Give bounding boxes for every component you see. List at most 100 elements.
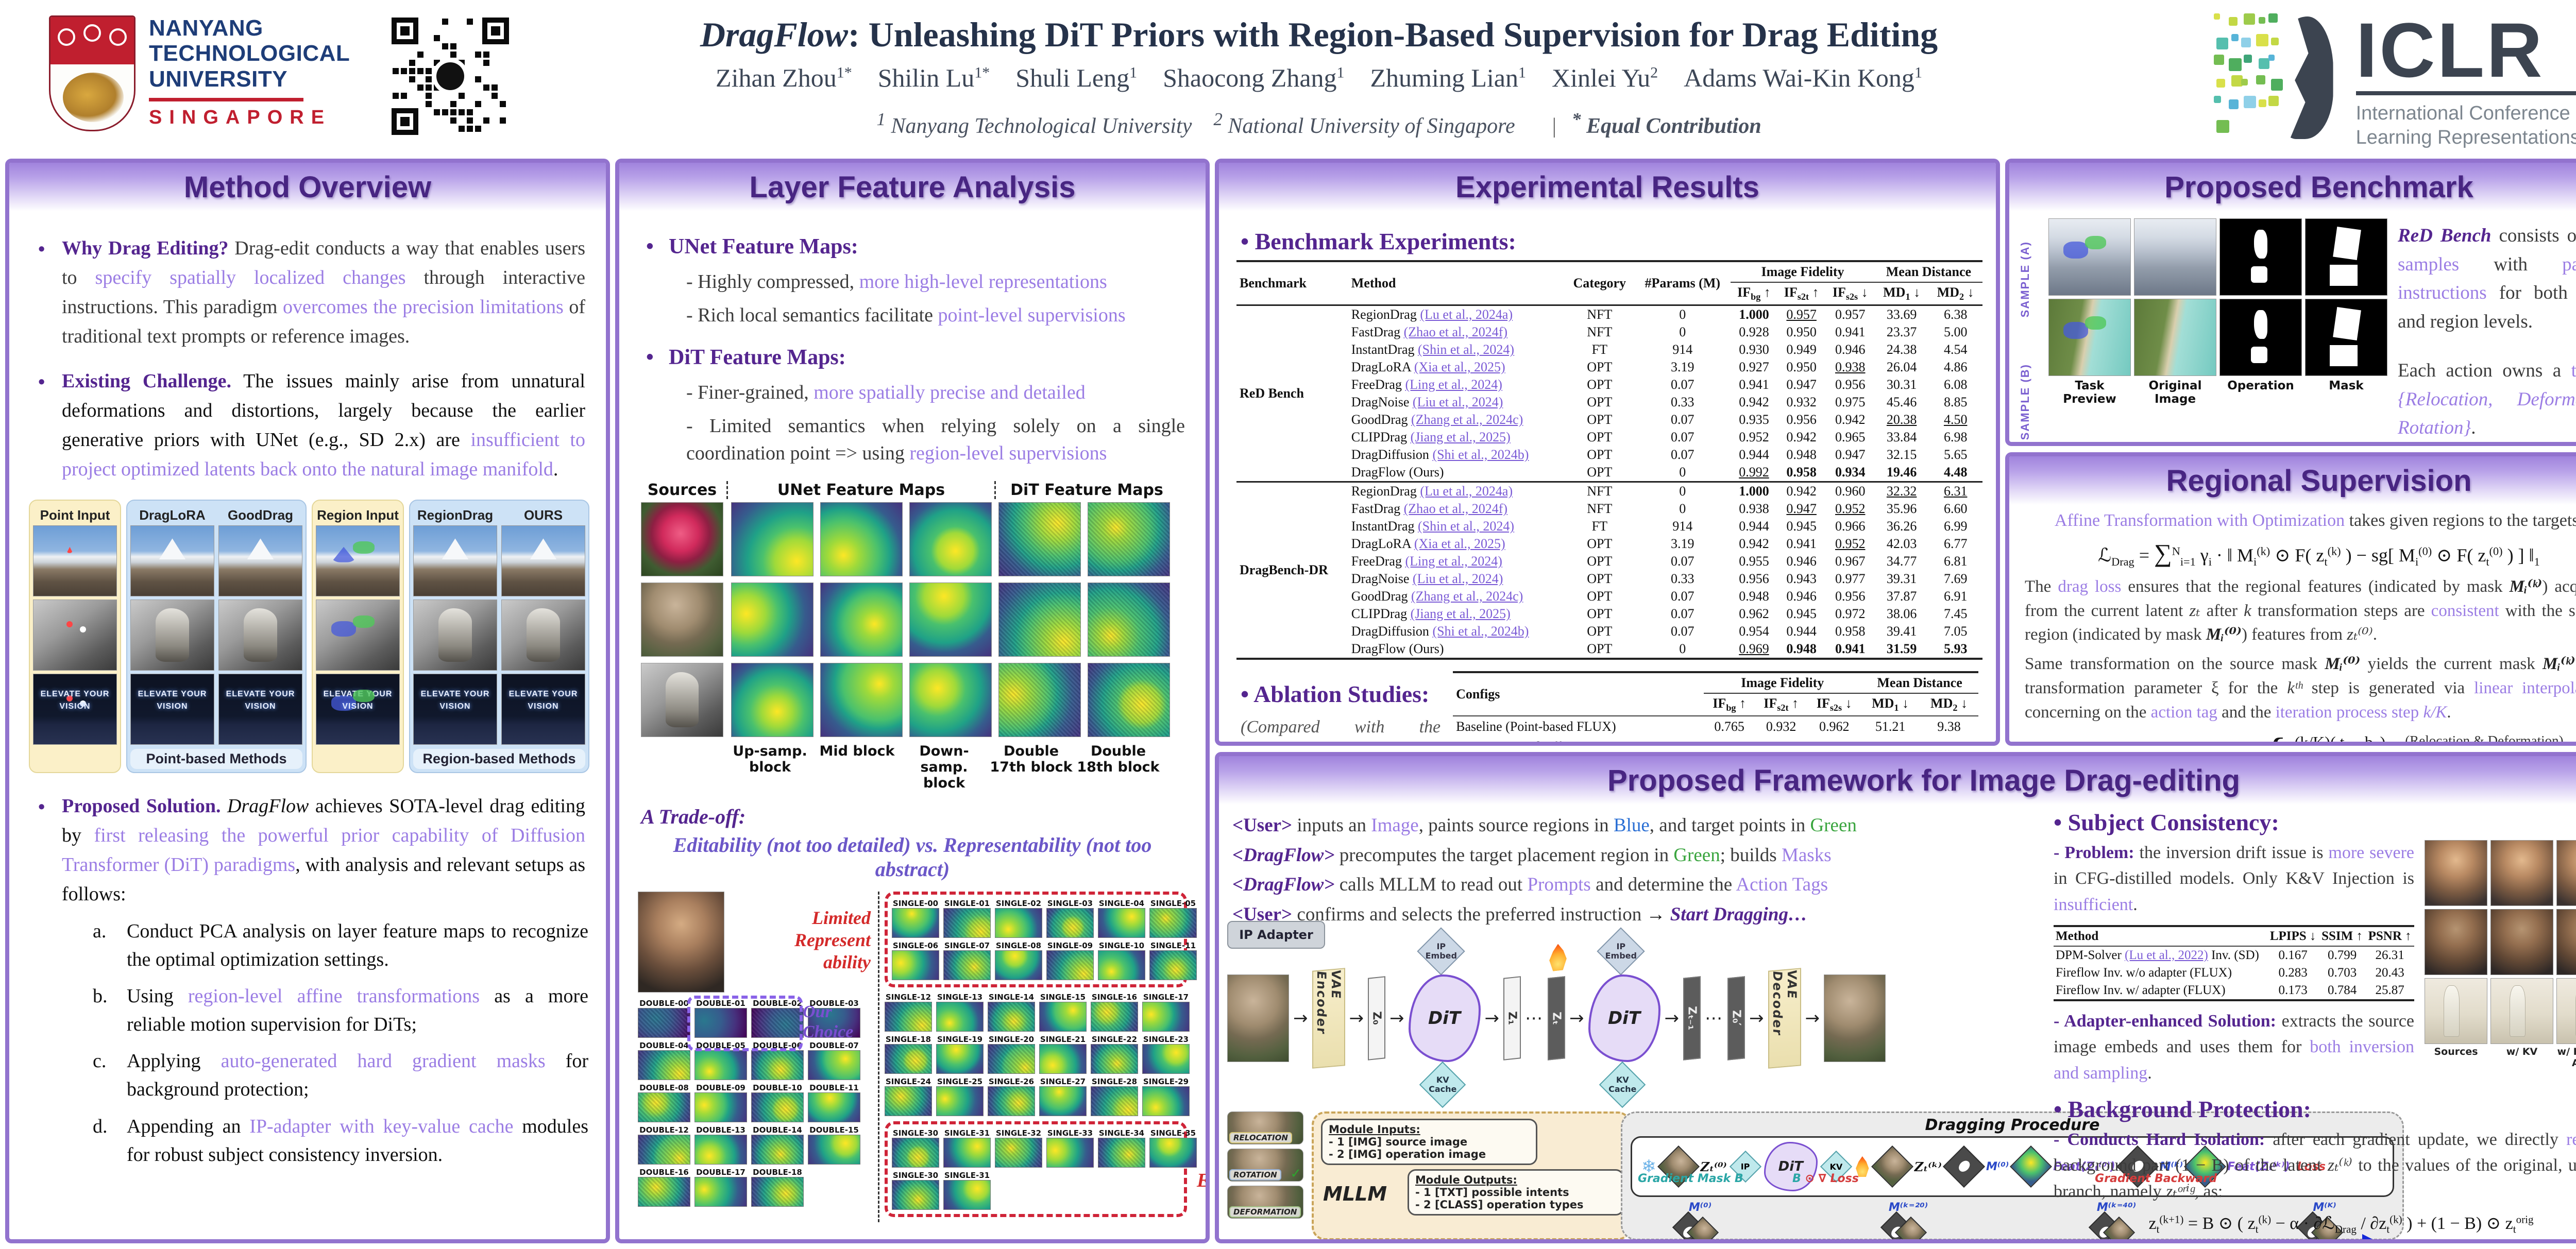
- citation-link[interactable]: (Jiang et al., 2025): [1410, 430, 1511, 445]
- config-name: + Region-Level Affine Supervision: [1453, 737, 1704, 742]
- metric-value: 0.952: [1835, 501, 1866, 517]
- thead: Method LPIPS ↓ SSIM ↑ PSNR ↑: [2054, 926, 2414, 946]
- tl: SINGLE-35: [1150, 1128, 1196, 1138]
- citation-link[interactable]: (Lu et al., 2024a): [1420, 484, 1513, 499]
- citation-link[interactable]: (Xia et al., 2025): [1414, 360, 1505, 375]
- text-run: →: [1641, 903, 1670, 925]
- source-image: [641, 662, 723, 737]
- citation-link[interactable]: (Liu et al., 2024): [1412, 571, 1503, 587]
- zlab: Zₜ⁽⁰⁾: [1700, 1159, 1727, 1174]
- metric-value: 7.45: [1943, 606, 1968, 622]
- td: FreeDrag (Ling et al., 2024): [1348, 376, 1565, 393]
- text-run: of traditional text prompts or reference…: [62, 296, 585, 347]
- tl: DOUBLE-09: [696, 1083, 745, 1092]
- table-row: FreeDrag (Ling et al., 2024) OPT 0.07 0.941…: [1236, 376, 1982, 393]
- iclr-face-icon: [2213, 13, 2337, 142]
- author-name: Adams Wai-Kin Kong: [1684, 63, 1914, 92]
- pair: [1662, 1211, 1739, 1239]
- unet-feature-maps: UNet Feature Maps: - Highly compressed, …: [640, 232, 1185, 329]
- sup: 1*: [974, 64, 990, 81]
- div: Using region-level affine transformation…: [127, 982, 588, 1039]
- text-run: parallel instructions: [2398, 253, 2576, 304]
- text-run: first releasing the powerful prior capab…: [62, 825, 585, 876]
- td: FreeDrag (Ling et al., 2024): [1348, 553, 1565, 570]
- gh-line: Mean Distance: [1874, 261, 1982, 283]
- block-feature-tile: SINGLE-05: [1149, 899, 1197, 938]
- mask-image: [2305, 299, 2387, 376]
- text-run: ensures that the regional features (indi…: [2121, 577, 2510, 596]
- cell: [475, 101, 481, 107]
- latent-z0: Z₀: [1368, 976, 1385, 1060]
- metric-value: 0.799: [2327, 948, 2357, 962]
- metric-value: 0.947: [1786, 501, 1817, 517]
- mllm-module: Module Inputs: - 1 [IMG] source image - …: [1312, 1111, 1631, 1239]
- num: 0: [1679, 465, 1686, 480]
- text-run: Mᵢ⁽⁰⁾: [2206, 625, 2242, 644]
- t1: A Trade-off:: [641, 805, 746, 828]
- text-run: Conduct PCA analysis on layer feature ma…: [127, 920, 588, 971]
- metric-value: 5.88: [1920, 737, 1978, 742]
- span: IP Embed: [1604, 942, 1637, 961]
- span: KV: [1829, 1161, 1843, 1172]
- fm-heads: Sources UNet Feature Maps DiT Feature Maps: [638, 481, 1187, 499]
- td: DragFlow (Ours): [1348, 464, 1565, 482]
- metric-value: 0.958: [1786, 465, 1817, 480]
- tl: SINGLE-34: [1098, 1128, 1145, 1138]
- div: - 2 [CLASS] operation types: [1415, 1199, 1584, 1211]
- citation-link[interactable]: (Zhang et al., 2024c): [1411, 589, 1523, 604]
- table-row: Fireflow Inv. w/ adapter (FLUX) 0.173 0.78…: [2054, 982, 2414, 1000]
- logo-pixel: [2216, 38, 2228, 49]
- subitem: - Rich local semantics facilitate point-…: [669, 302, 1185, 329]
- cell: [467, 19, 473, 25]
- citation-link[interactable]: (Ling et al., 2024): [1405, 554, 1502, 569]
- citation-link[interactable]: (Shin et al., 2024): [1418, 519, 1515, 534]
- citation-link[interactable]: (Zhang et al., 2024c): [1411, 412, 1523, 427]
- citation-link[interactable]: (Shi et al., 2024b): [1432, 624, 1529, 639]
- num: OPT: [1587, 430, 1613, 445]
- num: OPT: [1587, 624, 1613, 639]
- table-row: Baseline (Point-based FLUX) 0.765 0.932 0.9…: [1453, 716, 1978, 737]
- citation-link[interactable]: (Zhao et al., 2024f): [1403, 324, 1508, 340]
- text-run: ) features from: [2241, 625, 2347, 644]
- metric-value: 0.283: [2278, 965, 2308, 980]
- cell: [409, 68, 415, 74]
- proposed-solution: Proposed Solution. DragFlow achieves SOT…: [30, 792, 585, 909]
- logo-pixel: [2241, 79, 2248, 85]
- td: CLIPDrag (Jiang et al., 2025): [1348, 429, 1565, 446]
- citation-link[interactable]: (Ling et al., 2024): [1405, 377, 1502, 392]
- metric-value: 1.000: [1731, 304, 1777, 324]
- num: PSNR ↑: [2368, 929, 2412, 943]
- cell: [426, 76, 432, 82]
- b2: ⊙ ∇ Loss: [1801, 1172, 1859, 1185]
- citation-link[interactable]: (Liu et al., 2024): [1412, 395, 1503, 410]
- num: NFT: [1565, 481, 1635, 501]
- text-run[interactable]: (Lu et al., 2022): [2125, 948, 2208, 962]
- mcol: Fireflow Inv. w/ adapter (FLUX): [2054, 982, 2267, 1000]
- citation-link[interactable]: (Zhao et al., 2024f): [1403, 501, 1508, 517]
- citation-link[interactable]: (Shin et al., 2024): [1418, 342, 1515, 357]
- block-feature-tile: SINGLE-33: [1046, 1128, 1094, 1168]
- block-feature-tile: SINGLE-24: [885, 1077, 932, 1116]
- feature-map-tile: [909, 662, 992, 737]
- dline: <User> confirms and selects the preferre…: [1232, 901, 2030, 929]
- cell: [500, 101, 506, 107]
- citation-link[interactable]: (Jiang et al., 2025): [1410, 606, 1511, 622]
- ip-adapter-box: IP Adapter: [1227, 921, 1325, 949]
- citation-link[interactable]: (Lu et al., 2024a): [1420, 307, 1513, 322]
- block-feature-tile: SINGLE-27: [1039, 1077, 1087, 1116]
- citation-link[interactable]: (Shi et al., 2024b): [1432, 447, 1529, 463]
- method-column-header: RegionDrag: [417, 507, 494, 523]
- citation-link[interactable]: (Xia et al., 2025): [1414, 536, 1505, 552]
- cell: [450, 117, 456, 124]
- text-run: i: [2415, 555, 2419, 568]
- phead: Proposed Framework for Image Drag-editin…: [1219, 756, 2576, 805]
- tl: SINGLE-26: [988, 1076, 1035, 1086]
- mountain-thumbnail: [501, 525, 585, 596]
- table-row: InstantDrag (Shin et al., 2024) FT 914 0.94…: [1236, 518, 1982, 535]
- text-run: with: [2459, 253, 2563, 275]
- sup: 1: [1914, 64, 1922, 81]
- table-row: DragDiffusion (Shi et al., 2024b) OPT 0.07…: [1236, 446, 1982, 464]
- metric-value: 39.31: [1886, 571, 1917, 587]
- text-run: 120 samples: [2398, 253, 2460, 275]
- tl: DOUBLE-05: [696, 1040, 745, 1050]
